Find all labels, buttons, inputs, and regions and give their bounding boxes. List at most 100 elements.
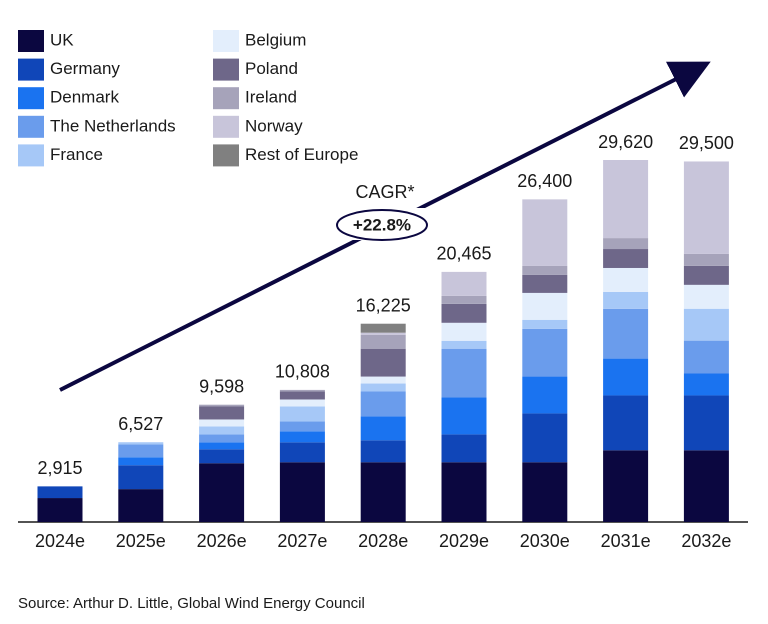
bar-segment xyxy=(683,450,729,522)
bar-segment xyxy=(118,465,164,490)
bar-segment xyxy=(441,322,487,341)
bar-segment xyxy=(199,463,245,522)
x-tick-label: 2031e xyxy=(601,531,651,551)
bar-segment xyxy=(199,404,245,407)
bar-segment xyxy=(603,395,649,451)
bar-segment xyxy=(522,265,568,275)
bar-segment xyxy=(522,199,568,266)
legend-swatch xyxy=(18,58,44,81)
bar-segment xyxy=(441,340,487,349)
bar-segment xyxy=(360,391,406,417)
legend-label: Poland xyxy=(245,59,298,78)
total-label: 16,225 xyxy=(356,295,411,315)
x-tick-label: 2029e xyxy=(439,531,489,551)
bar-segment xyxy=(683,395,729,451)
total-label: 20,465 xyxy=(436,244,491,264)
bar-segment xyxy=(118,442,164,445)
bar-segment xyxy=(683,340,729,374)
bar-segment xyxy=(603,308,649,359)
x-tick-label: 2030e xyxy=(520,531,570,551)
cagr-ellipse xyxy=(336,209,428,241)
x-tick-label: 2026e xyxy=(197,531,247,551)
bar-segment xyxy=(683,308,729,341)
bar-segment xyxy=(279,442,325,463)
legend-label: Denmark xyxy=(50,88,119,107)
legend-swatch xyxy=(18,115,44,138)
bar-segment xyxy=(683,284,729,309)
bar-segment xyxy=(118,489,164,522)
legend-swatch xyxy=(213,30,239,52)
bar-segment xyxy=(441,348,487,398)
legend-swatch xyxy=(213,144,239,167)
bar-segment xyxy=(118,457,164,466)
bar-segment xyxy=(683,373,729,396)
bar-segment xyxy=(522,462,568,522)
bar-segment xyxy=(441,462,487,522)
total-label: 10,808 xyxy=(275,362,330,382)
cagr-label: CAGR* xyxy=(355,182,414,202)
x-tick-label: 2024e xyxy=(35,531,85,551)
bar-segment xyxy=(522,376,568,414)
bar-segment xyxy=(279,406,325,422)
bar-segment xyxy=(279,462,325,522)
bar-segment xyxy=(522,292,568,320)
legend-label: Belgium xyxy=(245,30,306,49)
legend-swatch xyxy=(213,58,239,81)
total-label: 2,915 xyxy=(37,458,82,478)
x-tick-label: 2032e xyxy=(681,531,731,551)
cagr-value: +22.8% xyxy=(353,215,411,234)
bar-segment xyxy=(683,161,729,254)
bar-segment xyxy=(360,323,406,333)
legend-swatch xyxy=(18,87,44,110)
bar-segment xyxy=(603,358,649,396)
bar-segment xyxy=(683,253,729,266)
bar-segment xyxy=(522,413,568,463)
bar-segment xyxy=(360,462,406,522)
bar-segment xyxy=(441,271,487,296)
legend-label: Norway xyxy=(245,116,303,135)
bar-segment xyxy=(279,389,325,392)
bar-segment xyxy=(199,419,245,427)
x-tick-label: 2027e xyxy=(277,531,327,551)
legend-label: France xyxy=(50,145,103,164)
bar-segment xyxy=(199,442,245,450)
bar-segment xyxy=(37,486,83,499)
legend-label: Ireland xyxy=(245,88,297,107)
bar-segment xyxy=(441,434,487,463)
bar-segment xyxy=(522,319,568,329)
total-label: 29,500 xyxy=(679,133,734,153)
bar-segment xyxy=(199,426,245,435)
bar-segment xyxy=(279,431,325,443)
legend-label: The Netherlands xyxy=(50,116,176,135)
bar-segment xyxy=(603,160,649,239)
bar-segment xyxy=(441,295,487,304)
bar-segment xyxy=(199,449,245,464)
bar-segment xyxy=(441,303,487,323)
legend-swatch xyxy=(213,115,239,138)
legend-label: Germany xyxy=(50,59,120,78)
source: Source: Arthur D. Little, Global Wind En… xyxy=(18,595,365,612)
bar-segment xyxy=(118,444,164,458)
bar-segment xyxy=(360,376,406,384)
bar-segment xyxy=(279,399,325,407)
bar-segment xyxy=(360,334,406,349)
total-label: 29,620 xyxy=(598,132,653,152)
bar-segment xyxy=(199,406,245,420)
legend-swatch xyxy=(18,144,44,167)
bar-segment xyxy=(360,332,406,335)
bar-segment xyxy=(603,450,649,522)
bar-segment xyxy=(360,440,406,463)
bar-segment xyxy=(603,267,649,292)
total-label: 6,527 xyxy=(118,414,163,434)
bar-segment xyxy=(37,498,83,522)
legend-swatch xyxy=(18,30,44,52)
bar-segment xyxy=(522,274,568,293)
total-label: 9,598 xyxy=(199,376,244,396)
bar-segment xyxy=(360,416,406,441)
bar-segment xyxy=(279,421,325,432)
bar-segment xyxy=(279,391,325,400)
bar-segment xyxy=(603,249,649,268)
x-tick-label: 2028e xyxy=(358,531,408,551)
bar-segment xyxy=(360,348,406,377)
